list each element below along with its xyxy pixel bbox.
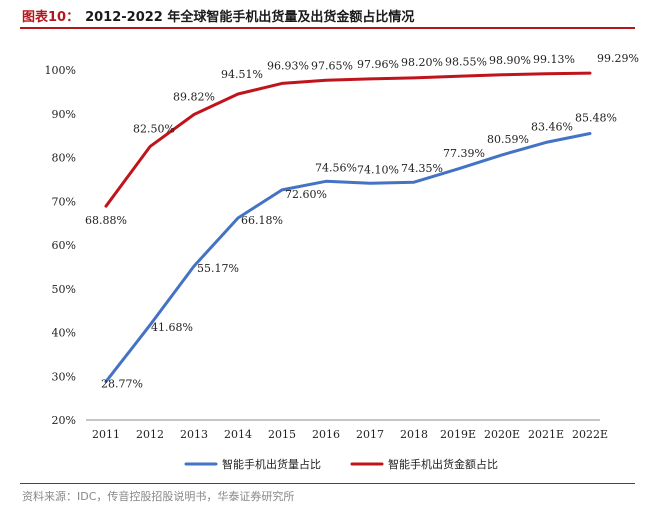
x-tick-label: 2022E bbox=[572, 428, 608, 441]
data-label-value: 98.20% bbox=[401, 56, 443, 69]
x-tick-label: 2013 bbox=[180, 428, 208, 441]
data-label-units: 74.10% bbox=[357, 163, 399, 176]
data-label-value: 99.29% bbox=[597, 52, 639, 65]
x-tick-label: 2019E bbox=[440, 428, 476, 441]
x-tick-label: 2015 bbox=[268, 428, 296, 441]
data-label-value: 89.82% bbox=[173, 91, 215, 104]
x-tick-label: 2018 bbox=[400, 428, 428, 441]
data-label-units: 77.39% bbox=[443, 147, 485, 160]
x-tick-label: 2020E bbox=[484, 428, 520, 441]
x-tick-label: 2017 bbox=[356, 428, 384, 441]
data-label-units: 55.17% bbox=[197, 262, 239, 275]
series-units-line bbox=[104, 132, 592, 384]
y-tick-label: 60% bbox=[52, 239, 76, 252]
y-tick-label: 40% bbox=[52, 327, 76, 340]
chart-data-labels: 28.77% 41.68% 55.17% 66.18%72.60% 74.56% 74.1… bbox=[85, 52, 639, 391]
data-label-value: 94.51% bbox=[221, 68, 263, 81]
data-label-value: 97.65% bbox=[311, 59, 353, 72]
y-tick-label: 20% bbox=[52, 414, 76, 427]
data-label-units: 80.59% bbox=[487, 133, 529, 146]
data-label-units: 74.35% bbox=[401, 162, 443, 175]
x-tick-label: 2016 bbox=[312, 428, 340, 441]
title-rule bbox=[20, 27, 635, 29]
figure-title: 图表10： 2012-2022 年全球智能手机出货量及出货金额占比情况 bbox=[22, 6, 414, 25]
x-tick-label: 2011 bbox=[92, 428, 120, 441]
data-label-value: 68.88% bbox=[85, 214, 127, 227]
data-label-units: 74.56% bbox=[315, 161, 357, 174]
legend-item-units: 智能手机出货量占比 bbox=[184, 457, 321, 471]
series-value-line bbox=[104, 71, 592, 208]
y-tick-label: 90% bbox=[52, 108, 76, 121]
legend-label: 智能手机出货量占比 bbox=[222, 457, 321, 471]
data-label-units: 72.60% bbox=[285, 188, 327, 201]
figure-title-text: 2012-2022 年全球智能手机出货量及出货金额占比情况 bbox=[85, 10, 415, 25]
x-tick-label: 2014 bbox=[224, 428, 252, 441]
y-tick-label: 30% bbox=[52, 370, 76, 383]
x-tick-label: 2012 bbox=[136, 428, 164, 441]
data-label-value: 97.96% bbox=[357, 58, 399, 71]
data-label-value: 99.13% bbox=[533, 53, 575, 66]
y-tick-label: 80% bbox=[52, 152, 76, 165]
y-tick-label: 100% bbox=[45, 64, 76, 77]
data-label-value: 98.55% bbox=[445, 55, 487, 68]
chart-series bbox=[104, 71, 592, 384]
chart-axes: 20% 30% 40% 50% 60% 70% 80% 90% 100% 2011 2012 2013… bbox=[45, 64, 608, 441]
data-label-value: 82.50% bbox=[133, 123, 175, 136]
source-note: 资料来源：IDC，传音控股招股说明书，华泰证券研究所 bbox=[22, 490, 295, 503]
data-label-units: 66.18% bbox=[241, 214, 283, 227]
x-tick-label: 2021E bbox=[528, 428, 564, 441]
y-tick-label: 70% bbox=[52, 195, 76, 208]
data-label-value: 98.90% bbox=[489, 54, 531, 67]
chart-legend: 智能手机出货量占比 智能手机出货金额占比 bbox=[184, 457, 498, 471]
data-label-value: 96.93% bbox=[267, 59, 309, 72]
y-tick-label: 50% bbox=[52, 283, 76, 296]
legend-label: 智能手机出货金额占比 bbox=[388, 457, 498, 471]
data-label-units: 83.46% bbox=[531, 120, 573, 133]
legend-item-value: 智能手机出货金额占比 bbox=[350, 457, 498, 471]
data-label-units: 28.77% bbox=[101, 378, 143, 391]
figure-label: 图表10： bbox=[22, 10, 80, 25]
data-label-units: 85.48% bbox=[575, 112, 617, 125]
source-rule bbox=[20, 483, 635, 484]
data-label-units: 41.68% bbox=[151, 321, 193, 334]
